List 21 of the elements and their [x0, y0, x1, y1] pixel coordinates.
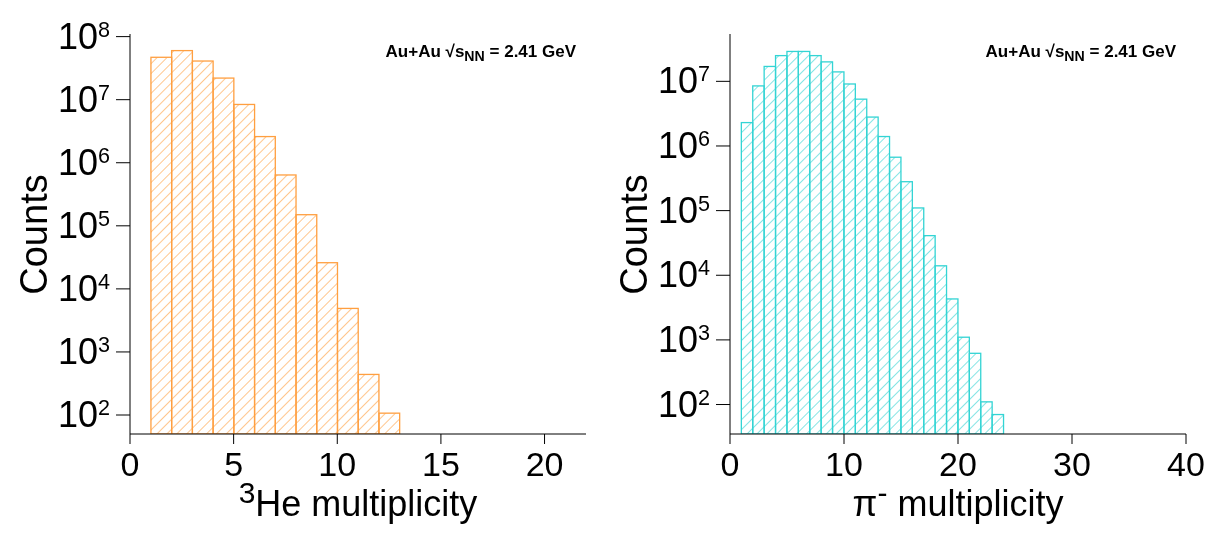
y-axis-title: Counts: [12, 173, 56, 295]
x-tick-label: 0: [120, 445, 140, 483]
y-tick-label: 10$^{7}$: [657, 60, 710, 102]
x-tick-label: 20: [525, 445, 564, 483]
annotation: Au+Au √s$_{NN}$ = 2.41 GeV: [385, 42, 576, 65]
y-tick-label: 10$^{2}$: [57, 394, 110, 436]
y-tick-label: 10$^{2}$: [657, 383, 710, 425]
y-axis-title: Counts: [612, 173, 656, 295]
y-tick-label: 10$^{4}$: [657, 254, 710, 296]
y-tick-label: 10$^{5}$: [57, 204, 110, 246]
y-tick-label: 10$^{4}$: [57, 267, 110, 309]
y-tick-label: 10$^{8}$: [57, 15, 110, 57]
annotation: Au+Au √s$_{NN}$ = 2.41 GeV: [985, 42, 1176, 65]
y-tick-label: 10$^{5}$: [657, 189, 710, 231]
y-tick-label: 10$^{6}$: [657, 124, 710, 166]
x-tick-label: 0: [720, 445, 740, 483]
y-tick-label: 10$^{7}$: [57, 78, 110, 120]
y-tick-label: 10$^{6}$: [57, 141, 110, 183]
y-tick-label: 10$^{3}$: [57, 330, 110, 372]
y-tick-label: 10$^{3}$: [657, 318, 710, 360]
x-tick-label: 40: [1167, 445, 1205, 483]
